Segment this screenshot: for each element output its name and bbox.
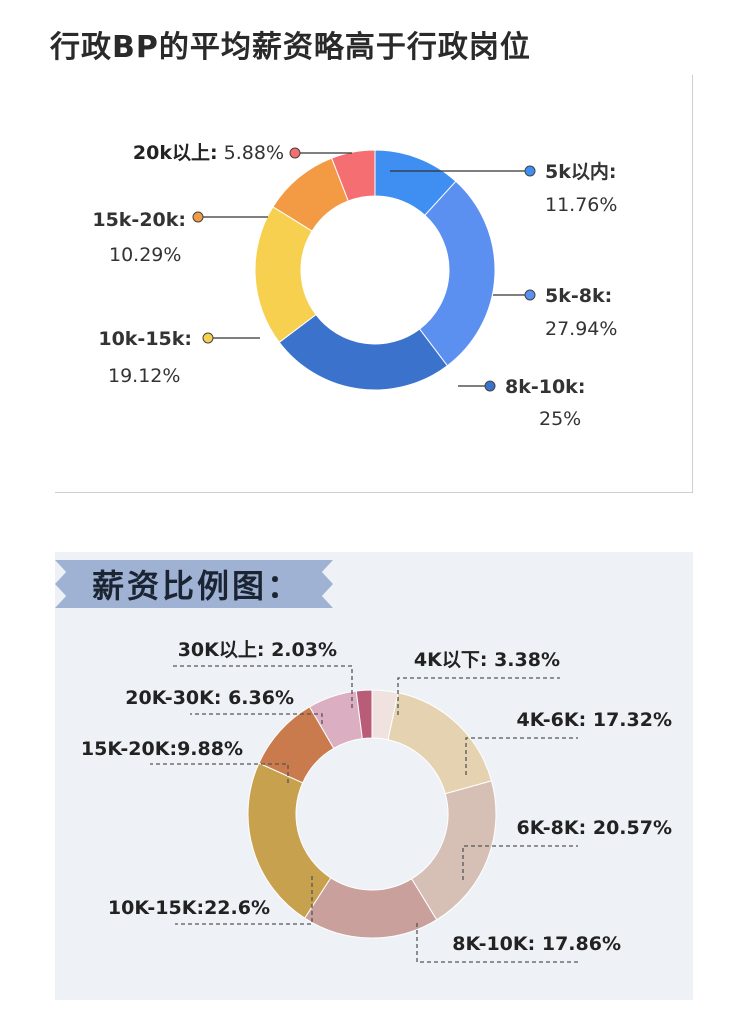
donut0-label-4: 15k-20k: bbox=[92, 209, 186, 231]
donut0-value-1: 27.94% bbox=[545, 318, 617, 340]
donut1-leader-6 bbox=[190, 713, 323, 724]
donut0-slice-1 bbox=[418, 180, 496, 367]
donut0-dot-5 bbox=[289, 147, 301, 159]
donut0-dot-2 bbox=[484, 380, 496, 392]
donut0-dot-1 bbox=[524, 289, 536, 301]
donut0-dot-3 bbox=[202, 332, 214, 344]
chart-panel-top bbox=[55, 75, 693, 493]
donut0-slice-5 bbox=[331, 149, 376, 202]
donut1-leader-4 bbox=[175, 876, 313, 925]
donut1-label-4: 10K-15K:22.6% bbox=[108, 897, 270, 919]
donut1-label-6: 20K-30K: 6.36% bbox=[125, 687, 294, 709]
donut0-label-1: 5k-8k: bbox=[545, 285, 612, 307]
donut1-label-7: 30K以上: 2.03% bbox=[178, 639, 337, 661]
donut1-leader-3 bbox=[416, 923, 578, 963]
ribbon-title: 薪资比例图： bbox=[92, 567, 303, 605]
donut0-dot-4 bbox=[192, 211, 204, 223]
donut1-leader-7 bbox=[170, 665, 353, 708]
donut1-label-5: 15K-20K:9.88% bbox=[81, 738, 243, 760]
donut0-value-4: 10.29% bbox=[109, 244, 181, 266]
donut0-dot-0 bbox=[524, 165, 536, 177]
donut1-label-3: 8K-10K: 17.86% bbox=[452, 933, 621, 955]
donut0-value-3: 19.12% bbox=[108, 365, 180, 387]
donut0-label-5: 20k以上: 5.88% bbox=[133, 142, 284, 164]
donut-chart-bottom: 4K以下: 3.38% 4K-6K: 17.32% 6K-8K: 20.57% 8K-… bbox=[81, 639, 673, 963]
donut-chart-top: 5k以内: 11.76% 5k-8k: 27.94% 8k-10k: 25% 10k-15k… bbox=[92, 142, 617, 430]
donut0-label-2: 8k-10k: bbox=[505, 376, 585, 398]
donut0-value-0: 11.76% bbox=[545, 194, 617, 216]
donut1-label-1: 4K-6K: 17.32% bbox=[517, 709, 673, 731]
donut1-slice-7 bbox=[355, 689, 373, 740]
donut1-slice-1 bbox=[387, 692, 493, 795]
donut1-label-0: 4K以下: 3.38% bbox=[414, 649, 560, 671]
donut1-leader-0 bbox=[397, 677, 560, 715]
donut0-label-3: 10k-15k: bbox=[98, 328, 192, 350]
donut1-leader-1 bbox=[465, 737, 578, 775]
donut1-slice-4 bbox=[247, 762, 332, 919]
page-title: 行政BP的平均薪资略高于行政岗位 bbox=[50, 30, 531, 65]
donut0-label-0: 5k以内: bbox=[545, 160, 616, 183]
donut1-label-2: 6K-8K: 20.57% bbox=[517, 817, 673, 839]
title-ribbon bbox=[55, 560, 333, 608]
donut0-value-2: 25% bbox=[539, 408, 581, 430]
donut0-slice-2 bbox=[278, 313, 449, 391]
